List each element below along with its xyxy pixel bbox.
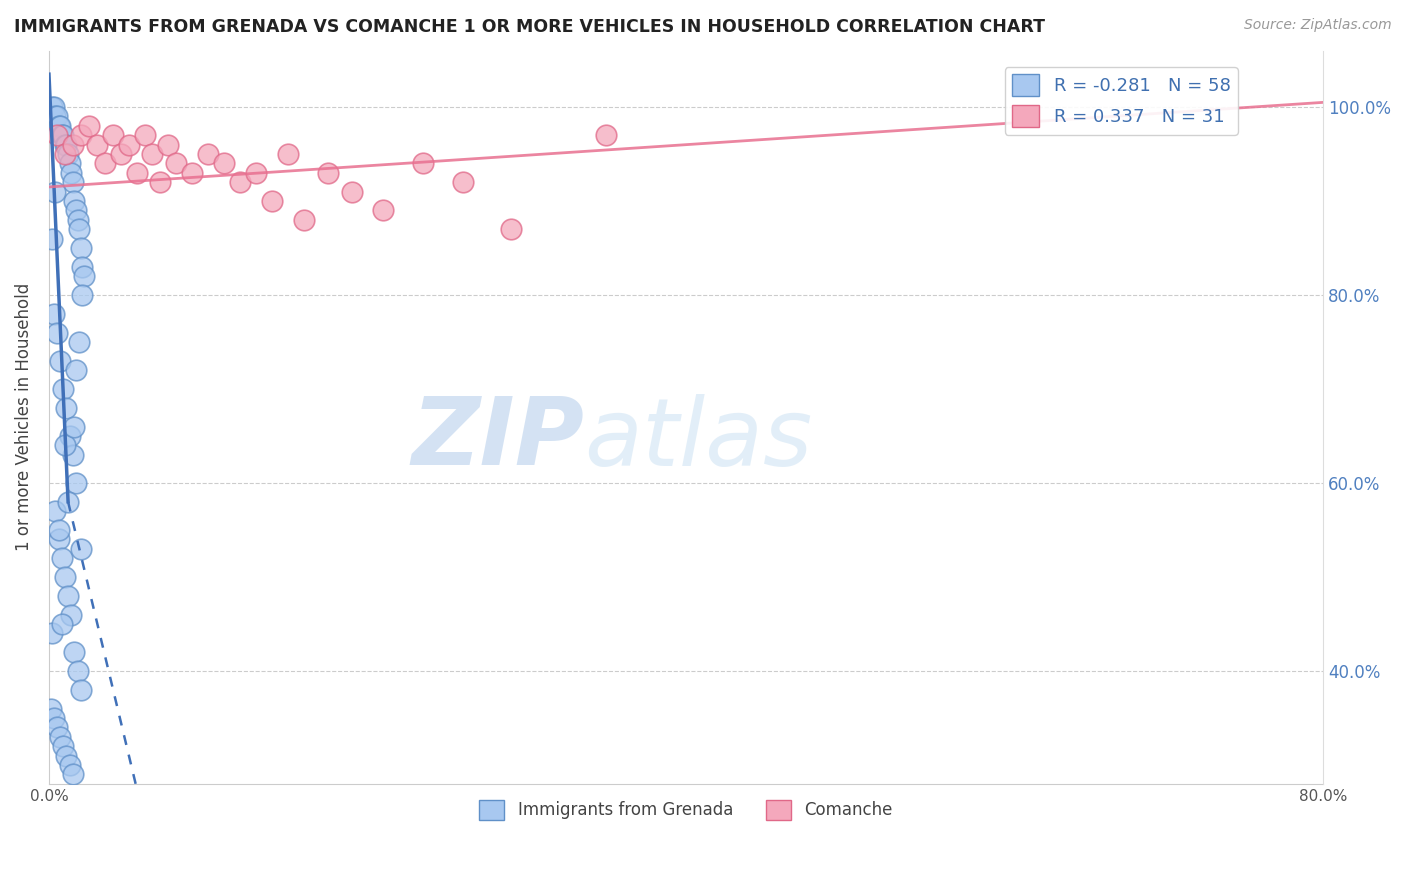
- Point: [42, 100, 65, 114]
- Point: [134, 128, 156, 143]
- Point: [56, 495, 79, 509]
- Point: [55, 137, 77, 152]
- Point: [69, 541, 91, 556]
- Point: [260, 194, 283, 208]
- Point: [181, 166, 204, 180]
- Point: [65, 363, 87, 377]
- Point: [77, 119, 100, 133]
- Point: [69, 682, 91, 697]
- Point: [48, 523, 70, 537]
- Text: ZIP: ZIP: [411, 393, 583, 485]
- Point: [49, 354, 72, 368]
- Point: [499, 222, 522, 236]
- Point: [59, 429, 82, 443]
- Point: [56, 147, 79, 161]
- Point: [373, 203, 395, 218]
- Point: [45, 128, 67, 143]
- Point: [41, 626, 63, 640]
- Point: [101, 128, 124, 143]
- Point: [59, 758, 82, 772]
- Point: [62, 137, 84, 152]
- Point: [53, 147, 76, 161]
- Point: [69, 241, 91, 255]
- Point: [63, 419, 86, 434]
- Point: [48, 533, 70, 547]
- Point: [69, 128, 91, 143]
- Point: [72, 260, 94, 274]
- Point: [66, 664, 89, 678]
- Point: [86, 137, 108, 152]
- Point: [65, 475, 87, 490]
- Point: [49, 119, 72, 133]
- Point: [93, 156, 115, 170]
- Point: [45, 110, 67, 124]
- Point: [53, 438, 76, 452]
- Point: [340, 185, 363, 199]
- Point: [44, 110, 66, 124]
- Point: [55, 748, 77, 763]
- Point: [42, 711, 65, 725]
- Point: [65, 203, 87, 218]
- Point: [41, 232, 63, 246]
- Point: [49, 730, 72, 744]
- Point: [44, 504, 66, 518]
- Point: [277, 147, 299, 161]
- Point: [165, 156, 187, 170]
- Point: [52, 382, 75, 396]
- Point: [45, 720, 67, 734]
- Point: [292, 212, 315, 227]
- Point: [39, 701, 62, 715]
- Point: [316, 166, 339, 180]
- Text: atlas: atlas: [583, 393, 813, 484]
- Point: [62, 448, 84, 462]
- Point: [45, 326, 67, 340]
- Point: [245, 166, 267, 180]
- Point: [157, 137, 180, 152]
- Point: [48, 119, 70, 133]
- Point: [595, 128, 617, 143]
- Point: [72, 288, 94, 302]
- Point: [55, 401, 77, 415]
- Point: [62, 767, 84, 781]
- Point: [67, 222, 90, 236]
- Point: [56, 589, 79, 603]
- Point: [51, 617, 73, 632]
- Point: [149, 175, 172, 189]
- Point: [229, 175, 252, 189]
- Point: [212, 156, 235, 170]
- Point: [141, 147, 163, 161]
- Point: [53, 570, 76, 584]
- Point: [125, 166, 148, 180]
- Point: [41, 100, 63, 114]
- Y-axis label: 1 or more Vehicles in Household: 1 or more Vehicles in Household: [15, 283, 32, 551]
- Point: [117, 137, 139, 152]
- Point: [451, 175, 474, 189]
- Text: IMMIGRANTS FROM GRENADA VS COMANCHE 1 OR MORE VEHICLES IN HOUSEHOLD CORRELATION : IMMIGRANTS FROM GRENADA VS COMANCHE 1 OR…: [14, 18, 1045, 36]
- Point: [62, 175, 84, 189]
- Point: [51, 551, 73, 566]
- Text: Source: ZipAtlas.com: Source: ZipAtlas.com: [1244, 18, 1392, 32]
- Point: [44, 185, 66, 199]
- Point: [60, 607, 83, 622]
- Point: [67, 334, 90, 349]
- Point: [63, 645, 86, 659]
- Point: [59, 156, 82, 170]
- Point: [63, 194, 86, 208]
- Point: [51, 128, 73, 143]
- Legend: Immigrants from Grenada, Comanche: Immigrants from Grenada, Comanche: [472, 793, 900, 827]
- Point: [52, 128, 75, 143]
- Point: [42, 307, 65, 321]
- Point: [412, 156, 434, 170]
- Point: [110, 147, 132, 161]
- Point: [66, 212, 89, 227]
- Point: [53, 137, 76, 152]
- Point: [60, 166, 83, 180]
- Point: [52, 739, 75, 753]
- Point: [197, 147, 219, 161]
- Point: [73, 269, 96, 284]
